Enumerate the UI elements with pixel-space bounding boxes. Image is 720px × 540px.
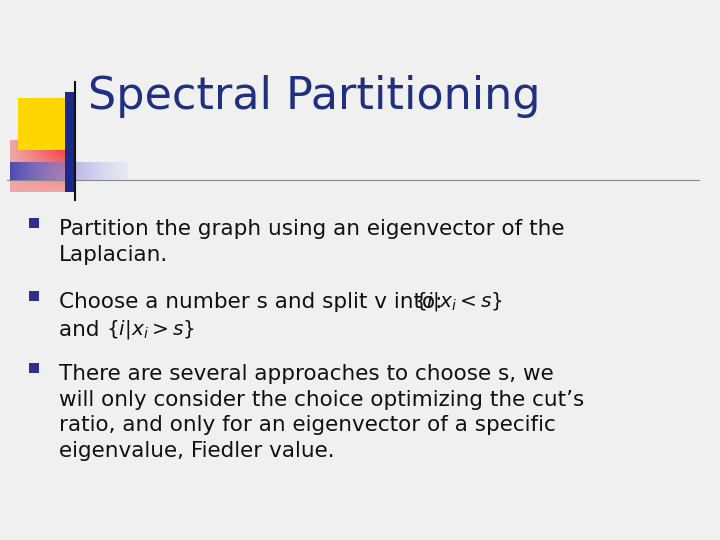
Bar	[30, 363, 39, 373]
Text: Partition the graph using an eigenvector of the
Laplacian.: Partition the graph using an eigenvector…	[59, 219, 564, 265]
Bar	[65, 92, 75, 192]
Bar	[30, 218, 39, 228]
Text: and: and	[59, 320, 113, 340]
Text: $\{i|x_i < s\}$: $\{i|x_i < s\}$	[414, 290, 503, 313]
Bar	[30, 291, 39, 301]
Bar	[18, 98, 68, 150]
Text: Spectral Partitioning: Spectral Partitioning	[89, 75, 541, 118]
Text: Choose a number s and split v into:: Choose a number s and split v into:	[59, 292, 456, 312]
Text: $\{i|x_i > s\}$: $\{i|x_i > s\}$	[106, 318, 195, 341]
Text: There are several approaches to choose s, we
will only consider the choice optim: There are several approaches to choose s…	[59, 364, 584, 461]
